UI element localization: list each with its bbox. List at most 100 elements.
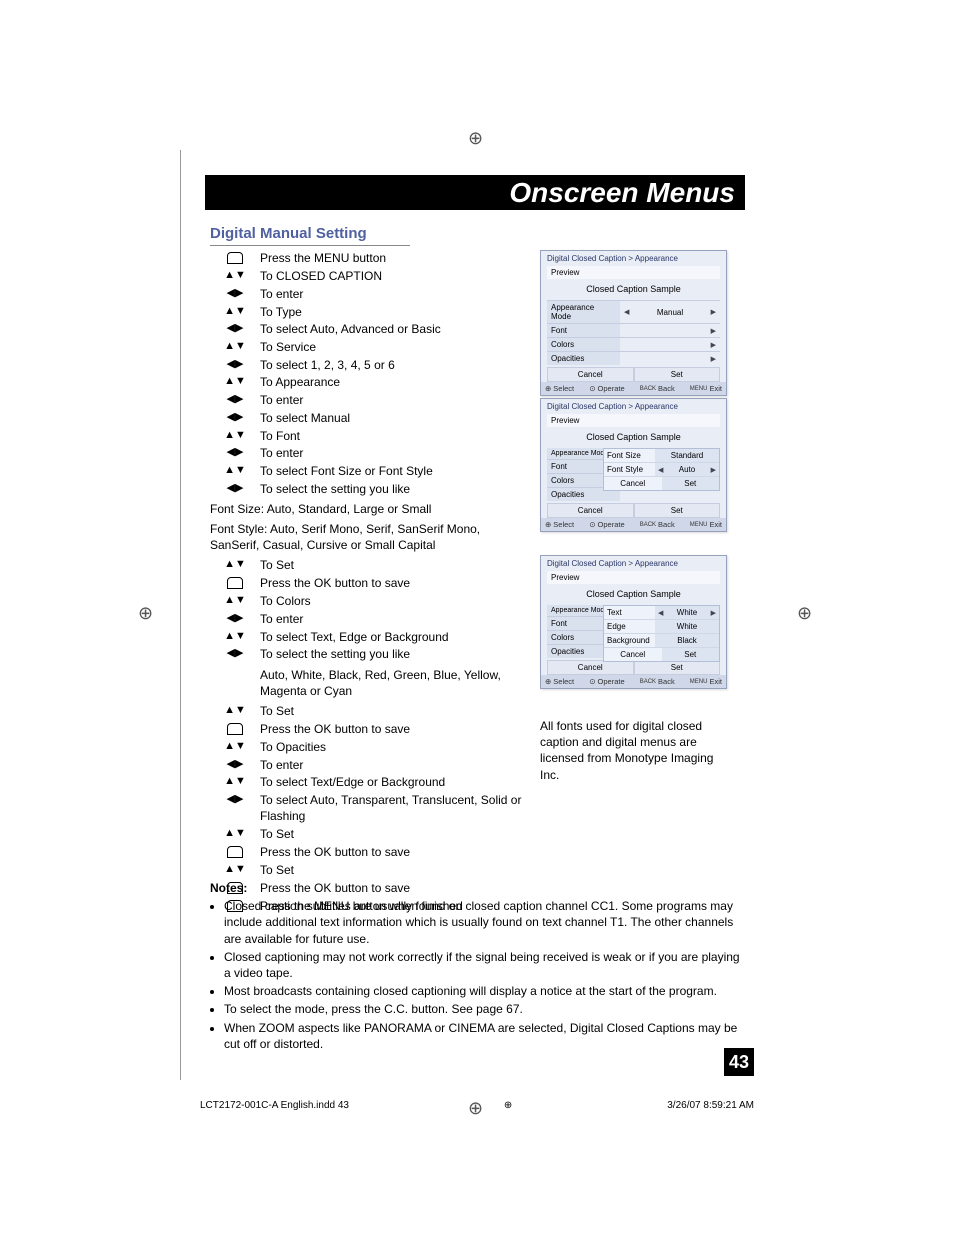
instruction-step: ▲▼To select Text, Edge or Background [210, 629, 530, 645]
step-text: To select 1, 2, 3, 4, 5 or 6 [260, 357, 530, 373]
osd-breadcrumb: Digital Closed Caption > Appearance [541, 399, 726, 414]
step-text: To CLOSED CAPTION [260, 268, 530, 284]
notes-heading: Notes: [210, 880, 745, 896]
instruction-step: ◀▶To select 1, 2, 3, 4, 5 or 6 [210, 357, 530, 373]
step-text: To Service [260, 339, 530, 355]
colors-note: Auto, White, Black, Red, Green, Blue, Ye… [260, 667, 530, 699]
instruction-step: Press the MENU button [210, 250, 530, 267]
osd-row-colors: Colors [547, 338, 620, 351]
osd-set: Set [634, 367, 721, 382]
note-item: Closed caption subtitles are usually fou… [224, 898, 745, 947]
left-right-arrow-icon: ◀▶ [210, 481, 260, 497]
registration-mark-icon: ⊕ [504, 1100, 512, 1111]
step-text: To select Auto, Transparent, Translucent… [260, 792, 530, 824]
notes-list: Closed caption subtitles are usually fou… [210, 898, 745, 1052]
step-text: To Colors [260, 593, 530, 609]
instruction-step: ▲▼To Set [210, 826, 530, 842]
instruction-step: ◀▶To enter [210, 445, 530, 461]
instruction-step: ◀▶To select the setting you like [210, 481, 530, 497]
osd-footer: ⊕Select ⊙Operate BACK Back MENU Exit [541, 518, 726, 531]
left-right-arrow-icon: ◀▶ [210, 392, 260, 408]
instruction-step: ◀▶To enter [210, 392, 530, 408]
note-item: When ZOOM aspects like PANORAMA or CINEM… [224, 1020, 745, 1052]
up-down-arrow-icon: ▲▼ [210, 826, 260, 842]
step-text: To Opacities [260, 739, 530, 755]
step-text: To select the setting you like [260, 481, 530, 497]
up-down-arrow-icon: ▲▼ [210, 463, 260, 479]
font-size-note: Font Size: Auto, Standard, Large or Smal… [210, 501, 530, 517]
menu-button-icon [210, 250, 260, 267]
step-text: To select Auto, Advanced or Basic [260, 321, 530, 337]
up-down-arrow-icon: ▲▼ [210, 703, 260, 719]
step-text: Press the OK button to save [260, 721, 530, 738]
footer-date: 3/26/07 8:59:21 AM [667, 1100, 754, 1111]
instruction-steps: Press the MENU button ▲▼ To CLOSED CAPTION… [210, 250, 530, 916]
step-text: To enter [260, 445, 530, 461]
step-text: To select Text/Edge or Background [260, 774, 530, 790]
step-text: To Set [260, 557, 530, 573]
left-right-arrow-icon: ◀▶ [210, 646, 260, 662]
notes-section: Notes: Closed caption subtitles are usua… [210, 880, 745, 1054]
step-text: To Type [260, 304, 530, 320]
page-number: 43 [724, 1048, 754, 1076]
step-text: To select Font Size or Font Style [260, 463, 530, 479]
instruction-step: ▲▼To select Font Size or Font Style [210, 463, 530, 479]
osd-breadcrumb: Digital Closed Caption > Appearance [541, 556, 726, 571]
instruction-step: ▲▼To Colors [210, 593, 530, 609]
font-license-note: All fonts used for digital closed captio… [540, 718, 730, 783]
instruction-step: ▲▼To select Text/Edge or Background [210, 774, 530, 790]
osd-row-font: Font [547, 324, 620, 337]
left-right-arrow-icon: ◀▶ [210, 445, 260, 461]
font-style-note: Font Style: Auto, Serif Mono, Serif, San… [210, 521, 530, 553]
up-down-arrow-icon: ▲▼ [210, 339, 260, 355]
osd-panel-colors: Digital Closed Caption > Appearance Prev… [540, 555, 727, 689]
nav-icon: ⊙ [589, 677, 595, 686]
osd-footer: ⊕Select ⊙Operate BACK Back MENU Exit [541, 675, 726, 688]
left-right-arrow-icon: ◀▶ [210, 321, 260, 337]
instruction-step: ▲▼To Type [210, 304, 530, 320]
osd-sample-text: Closed Caption Sample [541, 429, 726, 448]
nav-icon: ⊕ [545, 677, 551, 686]
left-right-arrow-icon: ◀▶ [210, 410, 260, 426]
instruction-step: ▲▼To Service [210, 339, 530, 355]
manual-page: ⊕ ⊕ ⊕ ⊕ Onscreen Menus Digital Manual Se… [0, 0, 954, 1235]
osd-preview-label: Preview [547, 571, 720, 584]
page-title: Onscreen Menus [205, 175, 745, 210]
note-item: To select the mode, press the C.C. butto… [224, 1001, 745, 1017]
step-text: To Appearance [260, 374, 530, 390]
instruction-step: ▲▼To Font [210, 428, 530, 444]
step-text: To select Text, Edge or Background [260, 629, 530, 645]
right-arrow-icon: ▶ [711, 355, 716, 363]
step-text: To Set [260, 862, 530, 878]
left-right-arrow-icon: ◀▶ [210, 757, 260, 773]
menu-button-icon [210, 844, 260, 861]
step-text: To Set [260, 703, 530, 719]
instruction-step: Press the OK button to save [210, 721, 530, 738]
instruction-step: ◀▶To select Manual [210, 410, 530, 426]
registration-mark-icon: ⊕ [468, 128, 483, 149]
instruction-step: ◀▶To enter [210, 611, 530, 627]
right-arrow-icon: ▶ [711, 327, 716, 335]
up-down-arrow-icon: ▲▼ [210, 428, 260, 444]
left-right-arrow-icon: ◀▶ [210, 286, 260, 302]
footer-file: LCT2172-001C-A English.indd 43 [200, 1100, 349, 1111]
menu-button-icon [210, 575, 260, 592]
left-right-arrow-icon: ◀▶ [210, 611, 260, 627]
margin-rule [180, 150, 181, 1080]
up-down-arrow-icon: ▲▼ [210, 557, 260, 573]
osd-sample-text: Closed Caption Sample [541, 281, 726, 300]
left-right-arrow-icon: ◀▶ [210, 357, 260, 373]
osd-panel-appearance-mode: Digital Closed Caption > Appearance Prev… [540, 250, 727, 396]
instruction-step: ▲▼To Set [210, 703, 530, 719]
note-item: Closed captioning may not work correctly… [224, 949, 745, 981]
nav-icon: ⊕ [545, 384, 551, 393]
instruction-step: ▲▼To Set [210, 862, 530, 878]
nav-icon: ⊕ [545, 520, 551, 529]
up-down-arrow-icon: ▲▼ [210, 593, 260, 609]
instruction-step: Press the OK button to save [210, 575, 530, 592]
step-text: Press the MENU button [260, 250, 530, 267]
instruction-step: ◀▶To enter [210, 757, 530, 773]
up-down-arrow-icon: ▲▼ [210, 862, 260, 878]
up-down-arrow-icon: ▲▼ [210, 739, 260, 755]
osd-value: ◀Manual▶ [620, 301, 720, 323]
